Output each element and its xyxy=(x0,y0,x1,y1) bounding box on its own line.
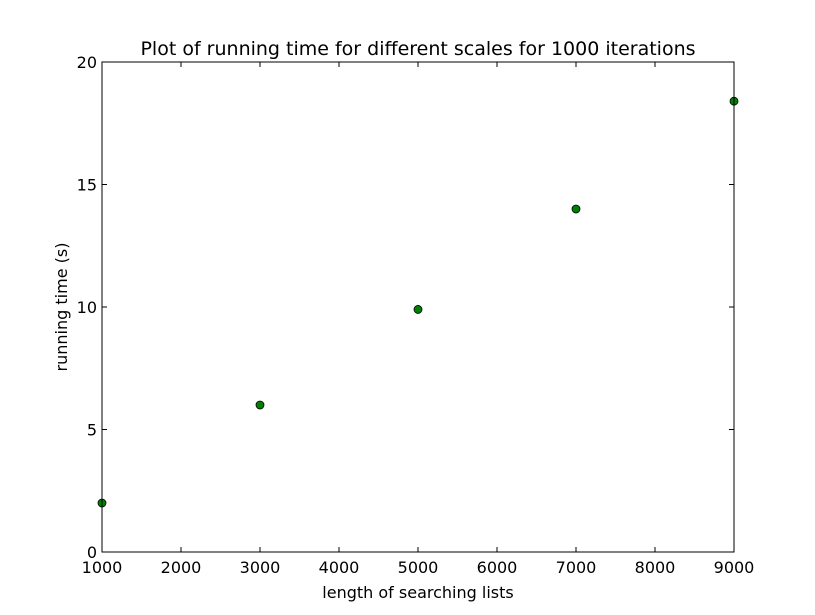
x-axis-label: length of searching lists xyxy=(322,583,513,602)
x-tick-label: 5000 xyxy=(398,558,439,577)
chart-title: Plot of running time for different scale… xyxy=(140,38,695,60)
x-tick-label: 2000 xyxy=(161,558,202,577)
y-tick-label: 10 xyxy=(77,298,97,317)
x-tick-label: 7000 xyxy=(556,558,597,577)
plot-frame xyxy=(101,61,735,553)
x-tick-label: 3000 xyxy=(240,558,281,577)
y-tick-label: 20 xyxy=(77,53,97,72)
x-tick-label: 1000 xyxy=(82,558,123,577)
data-point xyxy=(413,305,423,314)
y-tick-label: 15 xyxy=(77,176,97,195)
data-point xyxy=(571,204,581,214)
x-tick-label: 4000 xyxy=(319,558,360,577)
x-tick-label: 8000 xyxy=(635,558,676,577)
y-tick-label: 0 xyxy=(87,543,97,562)
y-tick-label: 5 xyxy=(87,421,97,440)
x-tick-label: 9000 xyxy=(714,558,755,577)
data-points xyxy=(97,96,739,508)
axis-ticks: 1000 2000 3000 4000 5000 6000 7000 8000 9000 0 5 10… xyxy=(77,53,755,577)
x-tick-label: 6000 xyxy=(477,558,518,577)
data-point xyxy=(255,400,265,410)
y-axis-label: running time (s) xyxy=(52,243,71,372)
